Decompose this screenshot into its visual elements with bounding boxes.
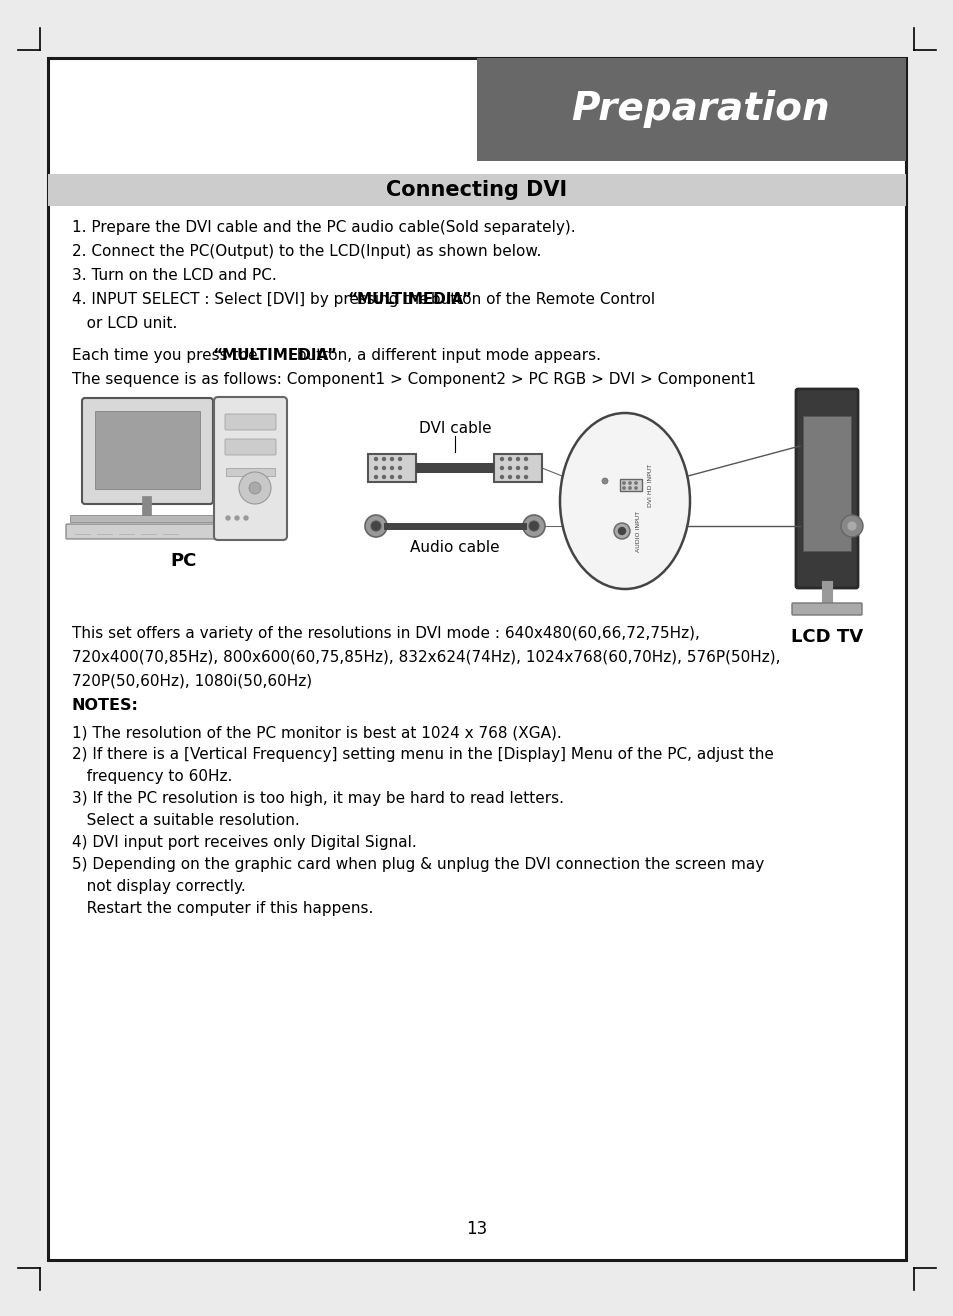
Circle shape	[524, 475, 527, 479]
Circle shape	[516, 458, 519, 461]
Circle shape	[628, 487, 631, 490]
Text: AUDIO INPUT: AUDIO INPUT	[636, 511, 640, 551]
Text: Preparation: Preparation	[570, 91, 828, 129]
Text: PC: PC	[171, 551, 197, 570]
Circle shape	[628, 482, 631, 484]
Bar	[802, 416, 850, 551]
Text: 5) Depending on the graphic card when plug & unplug the DVI connection the scree: 5) Depending on the graphic card when pl…	[71, 857, 763, 873]
Circle shape	[365, 515, 387, 537]
Text: NOTES:: NOTES:	[71, 697, 139, 713]
Circle shape	[508, 475, 511, 479]
Text: 720P(50,60Hz), 1080i(50,60Hz): 720P(50,60Hz), 1080i(50,60Hz)	[71, 674, 312, 690]
FancyBboxPatch shape	[66, 524, 228, 540]
FancyBboxPatch shape	[225, 415, 275, 430]
Circle shape	[846, 521, 856, 530]
Text: This set offers a variety of the resolutions in DVI mode : 640x480(60,66,72,75Hz: This set offers a variety of the resolut…	[71, 626, 700, 641]
Text: “MULTIMEDIA”: “MULTIMEDIA”	[347, 292, 472, 307]
Text: DVI HD INPUT: DVI HD INPUT	[647, 463, 652, 507]
Circle shape	[634, 487, 637, 490]
Circle shape	[382, 458, 385, 461]
Text: DVI cable: DVI cable	[418, 421, 491, 436]
Circle shape	[516, 466, 519, 470]
Circle shape	[249, 482, 261, 494]
Text: 2) If there is a [Vertical Frequency] setting menu in the [Display] Menu of the : 2) If there is a [Vertical Frequency] se…	[71, 747, 773, 762]
Text: 1) The resolution of the PC monitor is best at 1024 x 768 (XGA).: 1) The resolution of the PC monitor is b…	[71, 725, 561, 740]
Circle shape	[634, 482, 637, 484]
Text: 4. INPUT SELECT : Select [DVI] by pressing the: 4. INPUT SELECT : Select [DVI] by pressi…	[71, 292, 433, 307]
Bar	[494, 454, 541, 482]
Text: LCD TV: LCD TV	[790, 628, 862, 646]
Circle shape	[622, 487, 624, 490]
FancyBboxPatch shape	[225, 440, 275, 455]
Circle shape	[500, 475, 503, 479]
Bar	[48, 58, 905, 1259]
Bar	[368, 454, 416, 482]
Circle shape	[390, 458, 393, 461]
Circle shape	[841, 515, 862, 537]
Circle shape	[500, 458, 503, 461]
Text: or LCD unit.: or LCD unit.	[71, 316, 177, 332]
Bar	[48, 174, 905, 207]
Circle shape	[508, 466, 511, 470]
Circle shape	[529, 521, 538, 530]
Circle shape	[398, 475, 401, 479]
Circle shape	[522, 515, 544, 537]
Text: 3) If the PC resolution is too high, it may be hard to read letters.: 3) If the PC resolution is too high, it …	[71, 791, 563, 805]
Text: Connecting DVI: Connecting DVI	[386, 180, 567, 200]
Circle shape	[614, 522, 629, 540]
Circle shape	[371, 521, 380, 530]
Circle shape	[524, 466, 527, 470]
Circle shape	[601, 478, 607, 484]
Text: 720x400(70,85Hz), 800x600(60,75,85Hz), 832x624(74Hz), 1024x768(60,70Hz), 576P(50: 720x400(70,85Hz), 800x600(60,75,85Hz), 8…	[71, 650, 780, 665]
Circle shape	[398, 466, 401, 470]
FancyBboxPatch shape	[82, 397, 213, 504]
Circle shape	[226, 516, 230, 520]
Text: The sequence is as follows: Component1 > Component2 > PC RGB > DVI > Component1: The sequence is as follows: Component1 >…	[71, 372, 755, 387]
Circle shape	[398, 458, 401, 461]
Text: 2. Connect the PC(Output) to the LCD(Input) as shown below.: 2. Connect the PC(Output) to the LCD(Inp…	[71, 243, 540, 259]
Circle shape	[239, 472, 271, 504]
Circle shape	[390, 475, 393, 479]
Circle shape	[618, 528, 625, 534]
Text: “MULTIMEDIA”: “MULTIMEDIA”	[213, 347, 337, 363]
Circle shape	[500, 466, 503, 470]
Bar	[226, 468, 274, 476]
Text: Restart the computer if this happens.: Restart the computer if this happens.	[71, 901, 373, 916]
Text: Each time you press the: Each time you press the	[71, 347, 262, 363]
Circle shape	[375, 458, 377, 461]
Circle shape	[508, 458, 511, 461]
Ellipse shape	[559, 413, 689, 590]
Circle shape	[382, 466, 385, 470]
Text: 1. Prepare the DVI cable and the PC audio cable(Sold separately).: 1. Prepare the DVI cable and the PC audi…	[71, 220, 575, 236]
Text: 3. Turn on the LCD and PC.: 3. Turn on the LCD and PC.	[71, 268, 276, 283]
Bar	[476, 58, 905, 161]
Circle shape	[244, 516, 248, 520]
Bar	[416, 463, 494, 472]
Text: 13: 13	[466, 1220, 487, 1238]
Bar	[70, 515, 225, 522]
Circle shape	[234, 516, 239, 520]
Text: Audio cable: Audio cable	[410, 540, 499, 555]
Circle shape	[622, 482, 624, 484]
Text: Select a suitable resolution.: Select a suitable resolution.	[71, 813, 299, 828]
Circle shape	[382, 475, 385, 479]
FancyBboxPatch shape	[213, 397, 287, 540]
FancyBboxPatch shape	[791, 603, 862, 615]
Text: button, a different input mode appears.: button, a different input mode appears.	[292, 347, 600, 363]
Text: 4) DVI input port receives only Digital Signal.: 4) DVI input port receives only Digital …	[71, 834, 416, 850]
Circle shape	[390, 466, 393, 470]
Circle shape	[375, 475, 377, 479]
Circle shape	[516, 475, 519, 479]
Bar	[619, 479, 641, 491]
Text: button of the Remote Control: button of the Remote Control	[426, 292, 655, 307]
Bar	[95, 411, 200, 490]
Circle shape	[524, 458, 527, 461]
Text: frequency to 60Hz.: frequency to 60Hz.	[71, 769, 233, 784]
Text: not display correctly.: not display correctly.	[71, 879, 246, 894]
FancyBboxPatch shape	[795, 390, 857, 588]
Circle shape	[375, 466, 377, 470]
